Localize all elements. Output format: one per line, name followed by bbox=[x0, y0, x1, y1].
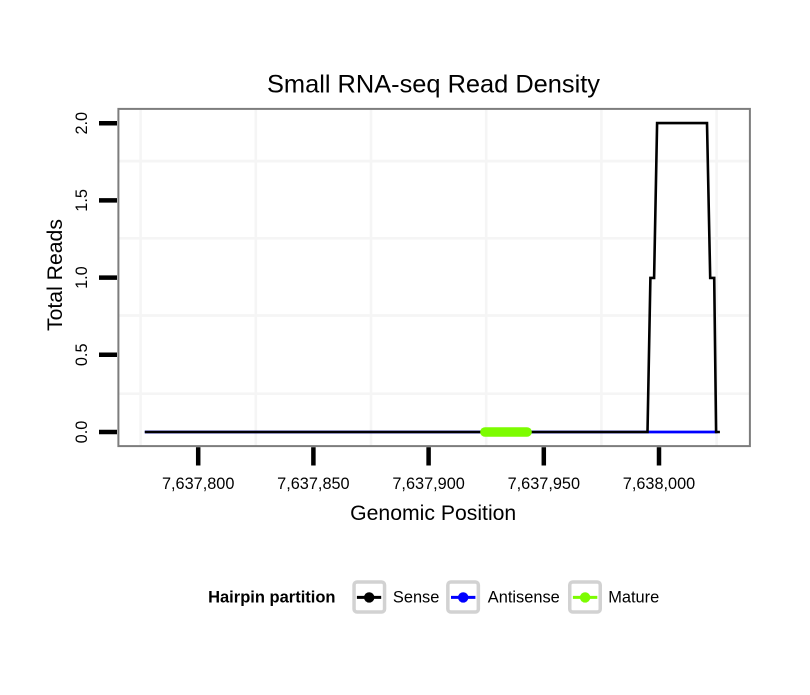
svg-text:Genomic Position: Genomic Position bbox=[350, 502, 516, 525]
svg-text:7,637,850: 7,637,850 bbox=[277, 475, 349, 493]
svg-text:7,637,900: 7,637,900 bbox=[392, 475, 464, 493]
svg-text:1.0: 1.0 bbox=[73, 266, 91, 289]
svg-text:Mature: Mature bbox=[608, 588, 659, 606]
svg-text:Antisense: Antisense bbox=[488, 588, 560, 606]
svg-text:7,637,800: 7,637,800 bbox=[162, 475, 234, 493]
svg-text:7,638,000: 7,638,000 bbox=[623, 475, 695, 493]
svg-text:Hairpin partition: Hairpin partition bbox=[208, 588, 335, 606]
svg-text:Total Reads: Total Reads bbox=[44, 219, 67, 331]
svg-text:Sense: Sense bbox=[393, 588, 439, 606]
svg-text:0.5: 0.5 bbox=[73, 343, 91, 366]
svg-text:7,637,950: 7,637,950 bbox=[508, 475, 580, 493]
svg-text:1.5: 1.5 bbox=[73, 189, 91, 212]
svg-text:Small RNA-seq Read Density: Small RNA-seq Read Density bbox=[267, 71, 600, 99]
svg-text:2.0: 2.0 bbox=[73, 112, 91, 135]
svg-text:0.0: 0.0 bbox=[73, 421, 91, 444]
